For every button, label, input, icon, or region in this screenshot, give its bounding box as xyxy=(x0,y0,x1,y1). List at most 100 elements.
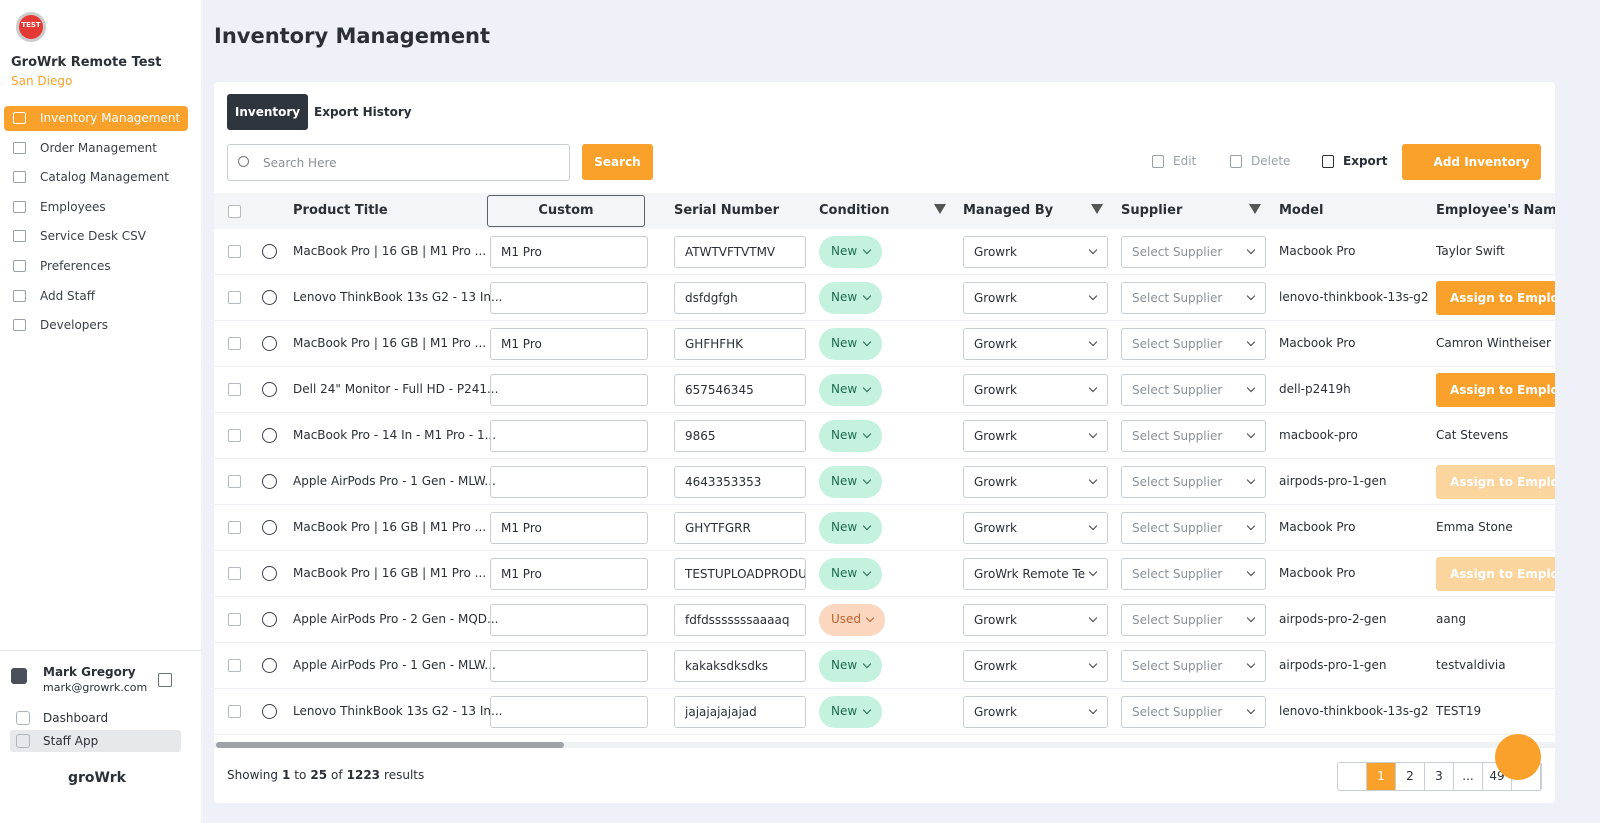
custom-input[interactable] xyxy=(490,696,648,728)
serial-input[interactable]: GHFHFHK xyxy=(674,328,806,360)
serial-input[interactable]: 9865 xyxy=(674,420,806,452)
supplier-select[interactable]: Select Supplier xyxy=(1121,558,1266,590)
serial-input[interactable]: ATWTVFTVTMV xyxy=(674,236,806,268)
tab[interactable]: Inventory xyxy=(227,94,308,130)
supplier-select[interactable]: Select Supplier xyxy=(1121,696,1266,728)
filter-icon[interactable] xyxy=(934,204,946,214)
custom-input[interactable] xyxy=(490,650,648,682)
next-page[interactable] xyxy=(1512,763,1541,790)
nav-item[interactable]: Catalog Management xyxy=(4,165,188,190)
managed-by-select[interactable]: Growrk xyxy=(963,512,1108,544)
supplier-select[interactable]: Select Supplier xyxy=(1121,328,1266,360)
filter-icon[interactable] xyxy=(1091,204,1103,214)
row-menu[interactable] xyxy=(262,244,277,259)
condition-pill[interactable]: New xyxy=(819,558,882,590)
tab[interactable]: Export History xyxy=(314,94,412,130)
row-checkbox[interactable] xyxy=(228,567,241,580)
page-button[interactable]: ... xyxy=(1454,763,1483,790)
supplier-select[interactable]: Select Supplier xyxy=(1121,420,1266,452)
managed-by-select[interactable]: Growrk xyxy=(963,420,1108,452)
action-button[interactable]: Delete xyxy=(1251,154,1291,168)
supplier-select[interactable]: Select Supplier xyxy=(1121,604,1266,636)
bottom-link[interactable]: Staff App xyxy=(10,730,181,752)
nav-item[interactable]: Developers xyxy=(4,313,188,338)
managed-by-select[interactable]: Growrk xyxy=(963,236,1108,268)
row-menu[interactable] xyxy=(262,566,277,581)
custom-input[interactable] xyxy=(490,282,648,314)
row-checkbox[interactable] xyxy=(228,705,241,718)
row-menu[interactable] xyxy=(262,336,277,351)
condition-pill[interactable]: New xyxy=(819,466,882,498)
row-checkbox[interactable] xyxy=(228,659,241,672)
managed-by-select[interactable]: Growrk xyxy=(963,374,1108,406)
row-menu[interactable] xyxy=(262,520,277,535)
custom-input[interactable] xyxy=(490,466,648,498)
page-button[interactable]: 3 xyxy=(1425,763,1454,790)
nav-item[interactable]: Add Staff xyxy=(4,284,188,309)
serial-input[interactable]: 4643353353 xyxy=(674,466,806,498)
row-menu[interactable] xyxy=(262,474,277,489)
action-button[interactable]: Edit xyxy=(1173,154,1197,168)
condition-pill[interactable]: Used xyxy=(819,604,885,636)
action-button[interactable]: Export xyxy=(1343,154,1388,168)
row-menu[interactable] xyxy=(262,428,277,443)
custom-input[interactable] xyxy=(490,374,648,406)
managed-by-select[interactable]: GroWrk Remote Te xyxy=(963,558,1108,590)
logout[interactable] xyxy=(158,673,172,687)
condition-pill[interactable]: New xyxy=(819,420,882,452)
row-checkbox[interactable] xyxy=(228,475,241,488)
prev-page[interactable] xyxy=(1338,763,1367,790)
condition-pill[interactable]: New xyxy=(819,282,882,314)
custom-input[interactable] xyxy=(490,604,648,636)
condition-pill[interactable]: New xyxy=(819,650,882,682)
supplier-select[interactable]: Select Supplier xyxy=(1121,374,1266,406)
row-menu[interactable] xyxy=(262,704,277,719)
filter-icon[interactable] xyxy=(1249,204,1261,214)
managed-by-select[interactable]: Growrk xyxy=(963,466,1108,498)
page-button[interactable]: 2 xyxy=(1396,763,1425,790)
serial-input[interactable]: TESTUPLOADPRODU xyxy=(674,558,806,590)
condition-pill[interactable]: New xyxy=(819,236,882,268)
serial-input[interactable]: kakaksdksdks xyxy=(674,650,806,682)
custom-input[interactable]: M1 Pro xyxy=(490,512,648,544)
supplier-select[interactable]: Select Supplier xyxy=(1121,512,1266,544)
row-checkbox[interactable] xyxy=(228,337,241,350)
supplier-select[interactable]: Select Supplier xyxy=(1121,282,1266,314)
custom-input[interactable]: M1 Pro xyxy=(490,558,648,590)
supplier-select[interactable]: Select Supplier xyxy=(1121,466,1266,498)
chat-button[interactable] xyxy=(1495,734,1541,780)
row-checkbox[interactable] xyxy=(228,291,241,304)
supplier-select[interactable]: Select Supplier xyxy=(1121,236,1266,268)
supplier-select[interactable]: Select Supplier xyxy=(1121,650,1266,682)
nav-item[interactable]: Inventory Management xyxy=(4,106,188,131)
search-input[interactable]: Search Here xyxy=(227,144,570,181)
bottom-link[interactable]: Dashboard xyxy=(10,707,181,729)
managed-by-select[interactable]: Growrk xyxy=(963,282,1108,314)
select-all[interactable] xyxy=(228,205,241,218)
nav-item[interactable]: Preferences xyxy=(4,254,188,279)
row-menu[interactable] xyxy=(262,658,277,673)
serial-input[interactable]: 657546345 xyxy=(674,374,806,406)
serial-input[interactable]: dsfdgfgh xyxy=(674,282,806,314)
row-checkbox[interactable] xyxy=(228,245,241,258)
managed-by-select[interactable]: Growrk xyxy=(963,328,1108,360)
scroll-thumb[interactable] xyxy=(216,742,564,748)
custom-input[interactable]: M1 Pro xyxy=(490,328,648,360)
assign-button[interactable]: Assign to Employee xyxy=(1436,281,1555,315)
condition-pill[interactable]: New xyxy=(819,374,882,406)
nav-item[interactable]: Employees xyxy=(4,195,188,220)
search-button[interactable]: Search xyxy=(582,144,653,180)
row-checkbox[interactable] xyxy=(228,521,241,534)
page-button[interactable]: 1 xyxy=(1367,763,1396,790)
serial-input[interactable]: GHYTFGRR xyxy=(674,512,806,544)
row-menu[interactable] xyxy=(262,612,277,627)
condition-pill[interactable]: New xyxy=(819,328,882,360)
custom-input[interactable] xyxy=(490,420,648,452)
serial-input[interactable]: jajajajajajad xyxy=(674,696,806,728)
condition-pill[interactable]: New xyxy=(819,696,882,728)
managed-by-select[interactable]: Growrk xyxy=(963,696,1108,728)
add-button[interactable]: Add Inventory xyxy=(1402,144,1541,180)
row-checkbox[interactable] xyxy=(228,383,241,396)
nav-item[interactable]: Order Management xyxy=(4,136,188,161)
nav-item[interactable]: Service Desk CSV xyxy=(4,224,188,249)
